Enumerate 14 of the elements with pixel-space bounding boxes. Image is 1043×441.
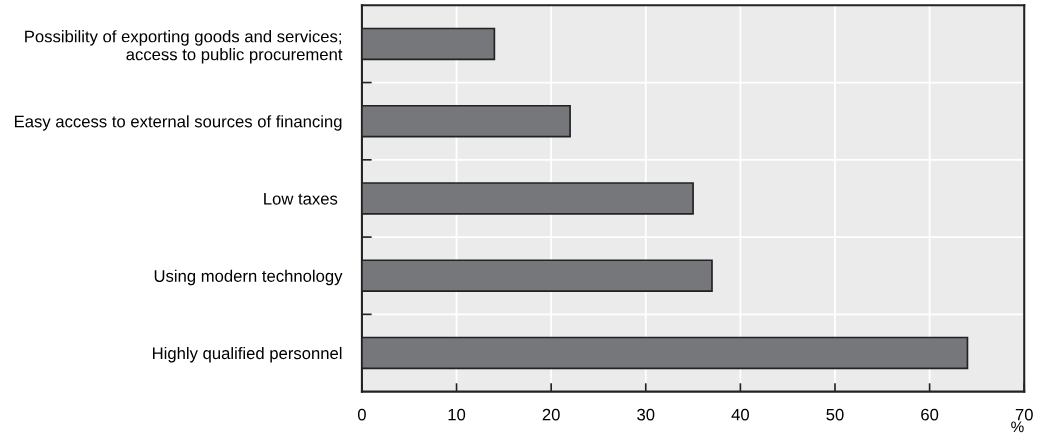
x-tick-label: 30 [637,408,655,421]
y-tick-label: Low taxes [264,193,338,205]
y-tick-label: Easy access to external sources of financing [14,115,342,131]
y-tick-label: Highly qualified personnel [152,346,342,363]
x-axis-title: % [1011,421,1024,433]
x-tick-label: 0 [357,408,366,421]
y-tick-label: Possibility of exporting goods and services; access to public procurement [25,30,343,64]
x-tick-label: 10 [448,408,466,421]
x-tick-label: 70 [1015,408,1033,421]
x-tick-label: 50 [826,408,844,421]
x-tick-label: 20 [542,408,560,421]
x-tick-label: 40 [731,408,749,421]
y-tick-label: Using modern technology [154,269,343,286]
x-tick-label: 60 [921,408,939,421]
